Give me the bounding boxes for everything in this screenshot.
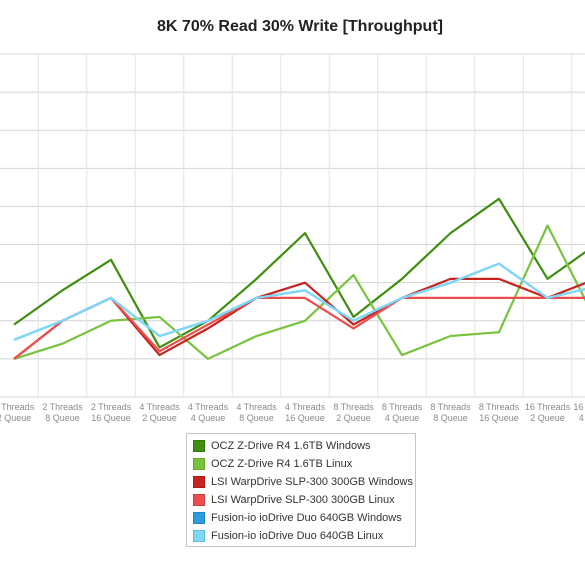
x-tick-label: 4 Threads — [139, 402, 180, 412]
x-tick-label: 8 Threads — [382, 402, 423, 412]
legend-item: LSI WarpDrive SLP-300 300GB Linux — [193, 491, 415, 509]
legend-item: OCZ Z-Drive R4 1.6TB Linux — [193, 455, 415, 473]
x-tick-label: 16 Queue — [285, 413, 325, 423]
x-tick-label: 16 Queue — [479, 413, 519, 423]
x-tick-label: 8 Queue — [45, 413, 80, 423]
legend-label: Fusion-io ioDrive Duo 640GB Windows — [211, 512, 402, 524]
x-tick-label: 2 Threads — [91, 402, 132, 412]
x-tick-label: 4 Queue — [385, 413, 420, 423]
legend-swatch — [193, 440, 205, 452]
legend-item: Fusion-io ioDrive Duo 640GB Windows — [193, 509, 415, 527]
legend-swatch — [193, 494, 205, 506]
legend-label: LSI WarpDrive SLP-300 300GB Linux — [211, 494, 395, 506]
legend-label: LSI WarpDrive SLP-300 300GB Windows — [211, 476, 413, 488]
legend-label: OCZ Z-Drive R4 1.6TB Windows — [211, 440, 371, 452]
legend-label: Fusion-io ioDrive Duo 640GB Linux — [211, 530, 384, 542]
x-tick-label: 8 Threads — [333, 402, 374, 412]
series-line-5 — [13, 262, 585, 341]
legend-swatch — [193, 476, 205, 488]
x-tick-label: 8 Threads — [430, 402, 471, 412]
x-tick-label: 2 Queue — [0, 413, 31, 423]
x-tick-label: 8 Queue — [433, 413, 468, 423]
x-tick-label: 4 Threads — [285, 402, 326, 412]
legend-swatch — [193, 530, 205, 542]
x-tick-label: 2 Queue — [142, 413, 177, 423]
legend-item: OCZ Z-Drive R4 1.6TB Windows — [193, 437, 415, 455]
chart-legend: OCZ Z-Drive R4 1.6TB Windows OCZ Z-Drive … — [186, 433, 416, 547]
legend-item: Fusion-io ioDrive Duo 640GB Linux — [193, 527, 415, 545]
series-line-6 — [13, 262, 585, 341]
x-tick-label: 2 Threads — [42, 402, 83, 412]
x-tick-label: 16 Threads — [525, 402, 571, 412]
x-tick-label: 2 Queue — [336, 413, 371, 423]
series-line-2 — [13, 224, 585, 360]
x-tick-label: 4 Threads — [188, 402, 229, 412]
x-tick-label: 16 Threads — [573, 402, 585, 412]
legend-label: OCZ Z-Drive R4 1.6TB Linux — [211, 458, 353, 470]
x-tick-label: 8 Threads — [479, 402, 520, 412]
x-tick-label: 4 Queue — [579, 413, 585, 423]
legend-item: LSI WarpDrive SLP-300 300GB Windows — [193, 473, 415, 491]
x-tick-label: 16 Queue — [91, 413, 131, 423]
series-line-4 — [13, 296, 585, 360]
legend-swatch — [193, 458, 205, 470]
x-tick-label: 2 Queue — [530, 413, 565, 423]
x-tick-label: 4 Queue — [191, 413, 226, 423]
legend-swatch — [193, 512, 205, 524]
chart-title: 8K 70% Read 30% Write [Throughput] — [157, 18, 443, 35]
x-tick-label: 4 Threads — [236, 402, 277, 412]
x-tick-label: 2 Threads — [0, 402, 35, 412]
series-line-1 — [13, 197, 585, 349]
x-tick-label: 8 Queue — [239, 413, 274, 423]
